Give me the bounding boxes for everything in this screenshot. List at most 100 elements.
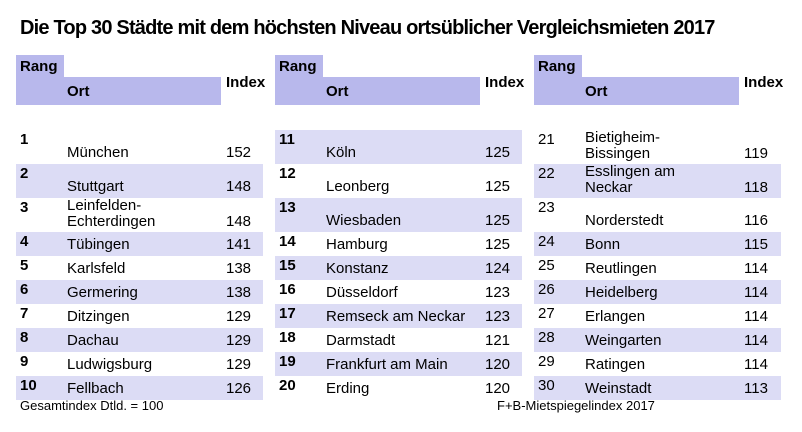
city-cell: Ditzingen — [67, 308, 130, 325]
index-cell: 129 — [226, 332, 252, 349]
city-cell: Erding — [326, 380, 370, 397]
table-row: 8 Dachau 129 — [16, 328, 263, 352]
table-row: 10 Fellbach 126 — [16, 376, 263, 400]
table-row: 3 Leinfelden- Echterdingen 148 — [16, 198, 263, 232]
rank-cell: 22 — [538, 165, 555, 182]
index-cell: 148 — [226, 178, 252, 195]
index-cell: 152 — [226, 144, 252, 161]
column-group-ranks-11-20: Rang Ort Index 11 Köln 125 12 Leonberg 125 13 W… — [275, 55, 525, 400]
index-cell: 129 — [226, 308, 252, 325]
index-cell: 114 — [744, 356, 768, 373]
rang-header-cell: Rang — [534, 55, 582, 77]
rank-cell: 1 — [20, 131, 29, 148]
city-cell: Stuttgart — [67, 178, 124, 195]
city-cell: Erlangen — [585, 308, 646, 325]
table-row: 17 Remseck am Neckar 123 — [275, 304, 522, 328]
index-cell: 129 — [226, 356, 252, 373]
table-row: 9 Ludwigsburg 129 — [16, 352, 263, 376]
footnote-source: F+B-Mietspiegelindex 2017 — [497, 398, 655, 413]
group-header: Rang Ort Index — [275, 55, 525, 105]
index-header-label: Index — [744, 74, 784, 91]
rang-header-cell: Rang — [16, 55, 64, 77]
ort-header-label: Ort — [67, 83, 90, 100]
table-row: 16 Düsseldorf 123 — [275, 280, 522, 304]
rank-cell: 26 — [538, 281, 555, 298]
table-row: 29 Ratingen 114 — [534, 352, 781, 376]
rank-cell: 7 — [20, 305, 29, 322]
rank-cell: 10 — [20, 377, 37, 394]
ort-header-cell: Ort — [275, 77, 480, 105]
city-cell: Remseck am Neckar — [326, 308, 466, 325]
rank-cell: 30 — [538, 377, 555, 394]
city-cell: Konstanz — [326, 260, 389, 277]
city-cell: Heidelberg — [585, 284, 658, 301]
index-cell: 148 — [226, 213, 252, 230]
rang-header-cell: Rang — [275, 55, 323, 77]
group-header: Rang Ort Index — [534, 55, 784, 105]
index-cell: 114 — [744, 308, 768, 325]
city-cell: Bietigheim- Bissingen — [585, 129, 661, 162]
rank-cell: 13 — [279, 199, 296, 216]
index-cell: 124 — [485, 260, 511, 277]
rank-cell: 27 — [538, 305, 555, 322]
city-cell: Düsseldorf — [326, 284, 398, 301]
table-row: 21 Bietigheim- Bissingen 119 — [534, 130, 781, 164]
column-group-ranks-21-30: Rang Ort Index 21 Bietigheim- Bissingen 11… — [534, 55, 784, 400]
city-cell: Ratingen — [585, 356, 646, 373]
city-cell: Germering — [67, 284, 138, 301]
rank-cell: 12 — [279, 165, 296, 182]
city-cell: Weinstadt — [585, 380, 652, 397]
index-cell: 118 — [744, 179, 768, 196]
rank-cell: 2 — [20, 165, 29, 182]
ort-header-cell: Ort — [16, 77, 221, 105]
rank-cell: 21 — [538, 131, 555, 148]
rank-cell: 5 — [20, 257, 29, 274]
table-row: 4 Tübingen 141 — [16, 232, 263, 256]
rank-cell: 15 — [279, 257, 296, 274]
index-cell: 116 — [744, 212, 768, 229]
table-row: 5 Karlsfeld 138 — [16, 256, 263, 280]
index-cell: 115 — [744, 236, 768, 253]
table-row: 19 Frankfurt am Main 120 — [275, 352, 522, 376]
table-row: 7 Ditzingen 129 — [16, 304, 263, 328]
index-cell: 120 — [485, 380, 511, 397]
rang-header-label: Rang — [538, 58, 576, 75]
city-cell: Leinfelden- Echterdingen — [67, 197, 156, 230]
city-cell: Dachau — [67, 332, 119, 349]
city-cell: Leonberg — [326, 178, 390, 195]
group-rows: 1 München 152 2 Stuttgart 148 3 Leinfelden- Ech… — [16, 130, 263, 400]
index-cell: 114 — [744, 284, 768, 301]
group-rows: 21 Bietigheim- Bissingen 119 22 Esslingen am… — [534, 130, 781, 400]
rank-cell: 17 — [279, 305, 296, 322]
rank-cell: 25 — [538, 257, 555, 274]
index-header-label: Index — [226, 74, 266, 91]
index-header-label: Index — [485, 74, 525, 91]
index-cell: 125 — [485, 144, 511, 161]
rang-header-label: Rang — [279, 58, 317, 75]
table-row: 28 Weingarten 114 — [534, 328, 781, 352]
rank-cell: 19 — [279, 353, 296, 370]
rank-cell: 24 — [538, 233, 555, 250]
index-cell: 123 — [485, 284, 511, 301]
city-cell: München — [67, 144, 129, 161]
city-cell: Norderstedt — [585, 212, 664, 229]
city-cell: Hamburg — [326, 236, 388, 253]
rank-cell: 3 — [20, 199, 29, 216]
table-row: 2 Stuttgart 148 — [16, 164, 263, 198]
column-group-ranks-1-10: Rang Ort Index 1 München 152 2 Stuttgart 148 3… — [16, 55, 266, 400]
table-row: 15 Konstanz 124 — [275, 256, 522, 280]
index-cell: 141 — [226, 236, 252, 253]
index-cell: 119 — [744, 145, 768, 162]
city-cell: Wiesbaden — [326, 212, 402, 229]
index-cell: 125 — [485, 178, 511, 195]
ort-header-label: Ort — [326, 83, 349, 100]
table-row: 13 Wiesbaden 125 — [275, 198, 522, 232]
footnote-index-base: Gesamtindex Dtld. = 100 — [20, 398, 164, 413]
rank-cell: 9 — [20, 353, 29, 370]
group-header: Rang Ort Index — [16, 55, 266, 105]
rank-cell: 16 — [279, 281, 296, 298]
city-cell: Karlsfeld — [67, 260, 126, 277]
rank-cell: 4 — [20, 233, 29, 250]
rank-cell: 14 — [279, 233, 296, 250]
index-cell: 138 — [226, 260, 252, 277]
